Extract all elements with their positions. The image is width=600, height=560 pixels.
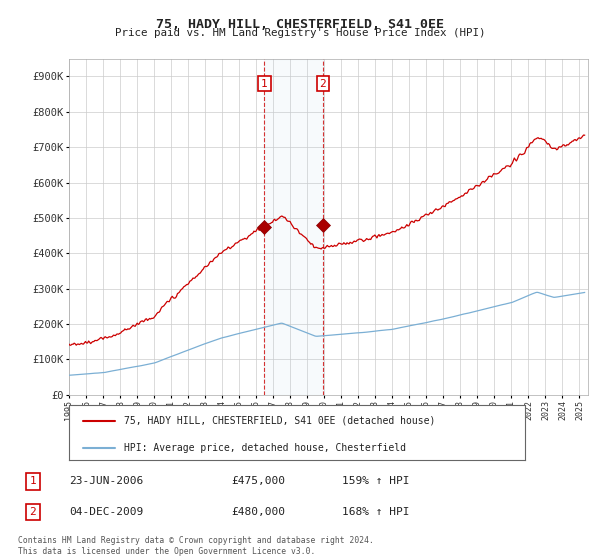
Text: 2: 2 — [320, 78, 326, 88]
Text: HPI: Average price, detached house, Chesterfield: HPI: Average price, detached house, Ches… — [124, 444, 406, 453]
Text: 75, HADY HILL, CHESTERFIELD, S41 0EE: 75, HADY HILL, CHESTERFIELD, S41 0EE — [156, 18, 444, 31]
Text: Price paid vs. HM Land Registry's House Price Index (HPI): Price paid vs. HM Land Registry's House … — [115, 28, 485, 38]
Text: 75, HADY HILL, CHESTERFIELD, S41 0EE (detached house): 75, HADY HILL, CHESTERFIELD, S41 0EE (de… — [124, 416, 435, 426]
Text: Contains HM Land Registry data © Crown copyright and database right 2024.
This d: Contains HM Land Registry data © Crown c… — [18, 536, 374, 556]
Text: 2: 2 — [29, 507, 37, 517]
Text: £475,000: £475,000 — [231, 477, 285, 486]
Text: 159% ↑ HPI: 159% ↑ HPI — [342, 477, 409, 486]
Text: 23-JUN-2006: 23-JUN-2006 — [69, 477, 143, 486]
Text: 1: 1 — [261, 78, 268, 88]
Text: 168% ↑ HPI: 168% ↑ HPI — [342, 507, 409, 517]
Text: £480,000: £480,000 — [231, 507, 285, 517]
Text: 04-DEC-2009: 04-DEC-2009 — [69, 507, 143, 517]
Text: 1: 1 — [29, 477, 37, 486]
Bar — [265, 59, 323, 395]
